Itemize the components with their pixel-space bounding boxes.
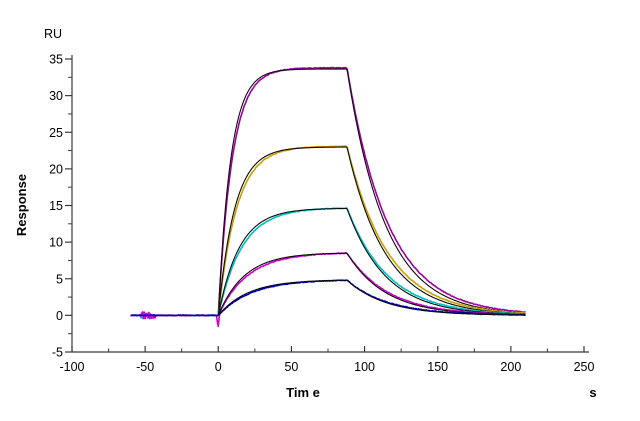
axes-layer <box>71 55 589 353</box>
y-tick-label: 15 <box>49 199 63 213</box>
measured-curve-1 <box>130 66 526 317</box>
x-axis-unit-label: s <box>589 385 596 400</box>
y-tick-label: 35 <box>49 53 63 67</box>
y-tick-label: 0 <box>56 309 63 323</box>
fit-curve-5 <box>217 279 526 316</box>
x-tick-label: -100 <box>59 360 84 374</box>
fit-curve-2 <box>217 146 526 316</box>
y-axis-title: Response <box>14 174 29 236</box>
x-tick-label: 50 <box>284 360 298 374</box>
y-axis-unit-label: RU <box>44 27 62 41</box>
measured-curve-2 <box>130 145 526 317</box>
y-tick-label: 30 <box>49 89 63 103</box>
y-tick-label: 20 <box>49 162 63 176</box>
fit-curve-3 <box>217 207 526 316</box>
y-tick-label: 25 <box>49 126 63 140</box>
x-axis-title: Tim e <box>286 385 320 400</box>
x-tick-label: 100 <box>354 360 375 374</box>
curves-layer <box>130 66 526 328</box>
fit-curve-1 <box>217 68 526 316</box>
x-tick-label: 150 <box>427 360 448 374</box>
x-tick-label: 0 <box>215 360 222 374</box>
x-tick-label: 250 <box>574 360 595 374</box>
x-tick-label: -50 <box>136 360 154 374</box>
x-tick-label: 200 <box>500 360 521 374</box>
y-tick-label: 10 <box>49 236 63 250</box>
y-tick-label: -5 <box>52 346 63 360</box>
y-tick-label: 5 <box>56 272 63 286</box>
